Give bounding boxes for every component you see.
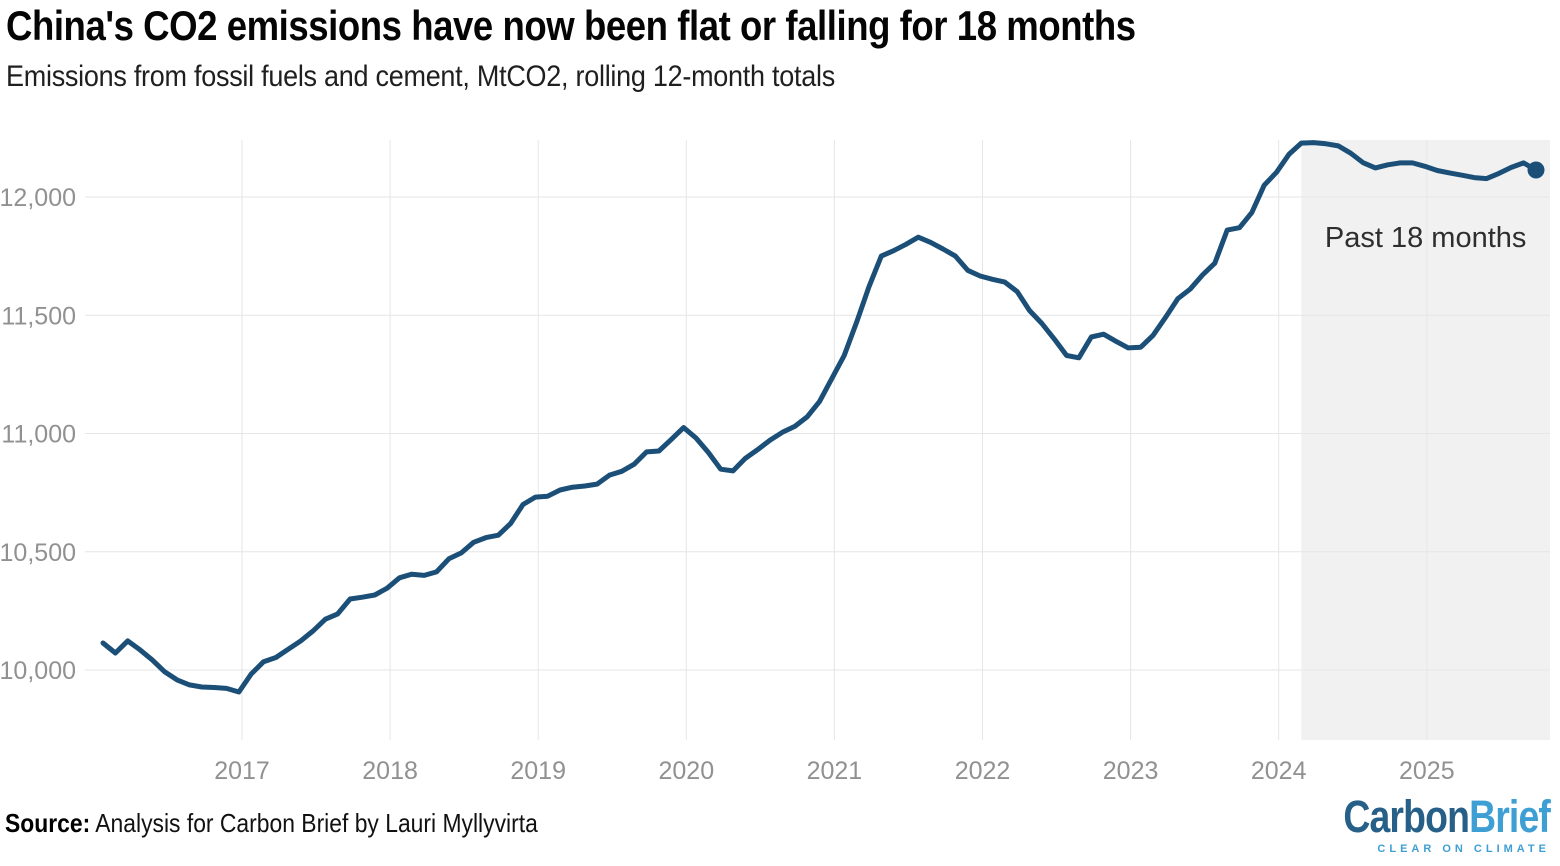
x-axis-tick-label: 2025 [1399,757,1455,785]
logo-tagline: CLEAR ON CLIMATE [1377,842,1550,855]
source-text: Analysis for Carbon Brief by Lauri Mylly… [95,808,538,838]
emissions-line-chart: 10,000 10,500 11,000 11,500 12,000 2017 2018 20… [0,140,1550,785]
band-annotation-label: Past 18 months [1325,222,1527,254]
latest-point-marker [1527,161,1545,179]
x-axis-tick-label: 2018 [362,757,418,785]
page-title: China's CO2 emissions have now been flat… [6,2,1136,49]
x-axis-tick-label: 2021 [807,757,863,785]
highlight-band [1301,140,1550,740]
y-axis-tick-label: 10,500 [0,539,76,567]
x-axis-tick-label: 2024 [1251,757,1307,785]
logo-brief: Brief [1469,791,1551,842]
carbonbrief-logo-text: CarbonBrief [1343,791,1551,842]
x-axis-tick-label: 2020 [658,757,714,785]
y-axis-tick-label: 12,000 [0,184,76,212]
y-axis-tick-label: 11,000 [1,421,76,449]
y-axis-tick-label: 10,000 [0,657,76,685]
x-axis-tick-label: 2017 [214,757,270,785]
y-axis-tick-label: 11,500 [1,302,76,330]
emissions-line [100,140,1539,695]
source-label: Source: [5,808,91,838]
logo-carbon: Carbon [1343,791,1470,842]
carbonbrief-logo: CarbonBrief CLEAR ON CLIMATE [1301,791,1551,855]
source-note: Source: Analysis for Carbon Brief by Lau… [5,808,538,839]
page-subtitle: Emissions from fossil fuels and cement, … [6,60,835,93]
x-axis-tick-label: 2019 [510,757,566,785]
x-axis-tick-label: 2023 [1103,757,1159,785]
x-axis-tick-label: 2022 [955,757,1011,785]
